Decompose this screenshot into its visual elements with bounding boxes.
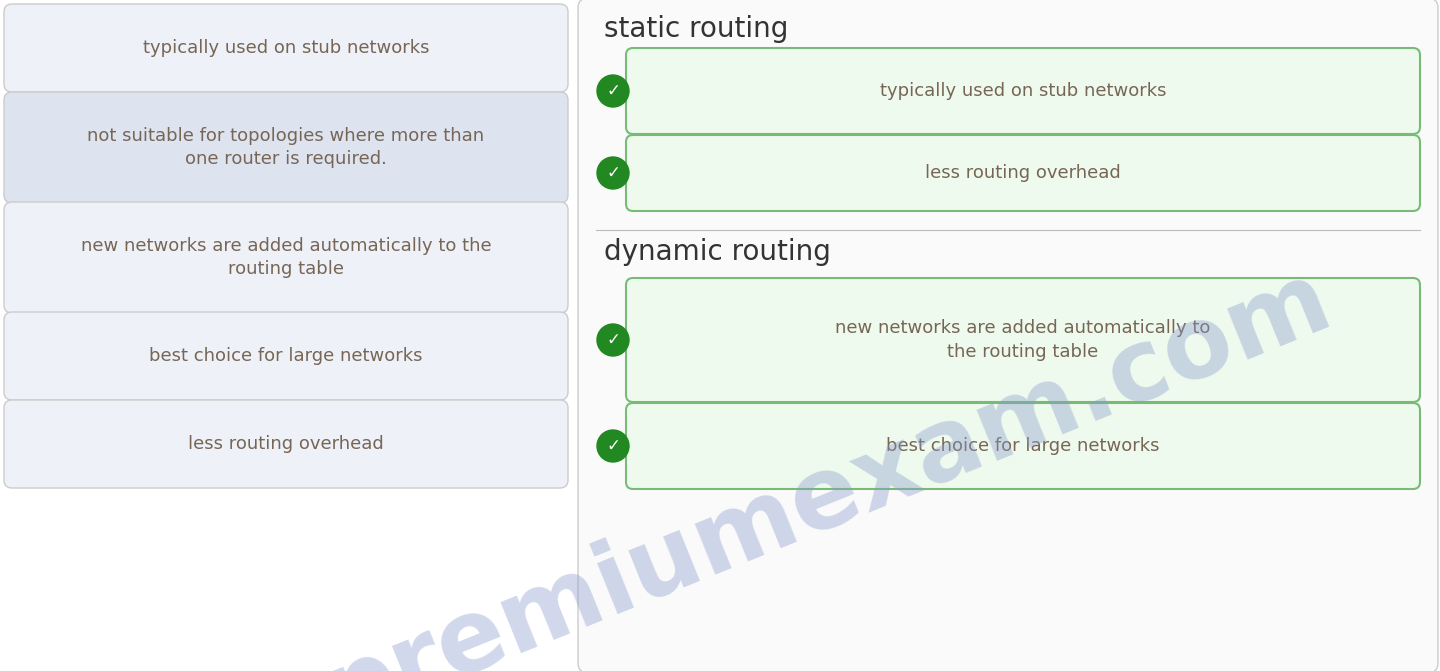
Circle shape — [598, 75, 629, 107]
Text: ✓: ✓ — [606, 164, 621, 182]
Text: new networks are added automatically to the
routing table: new networks are added automatically to … — [81, 237, 491, 278]
FancyBboxPatch shape — [4, 400, 567, 488]
Text: ✓: ✓ — [606, 437, 621, 455]
Circle shape — [598, 430, 629, 462]
FancyBboxPatch shape — [4, 92, 567, 203]
Text: not suitable for topologies where more than
one router is required.: not suitable for topologies where more t… — [88, 127, 485, 168]
FancyBboxPatch shape — [4, 4, 567, 92]
Circle shape — [598, 157, 629, 189]
FancyBboxPatch shape — [626, 403, 1420, 489]
FancyBboxPatch shape — [4, 202, 567, 313]
Text: new networks are added automatically to
the routing table: new networks are added automatically to … — [835, 319, 1211, 361]
FancyBboxPatch shape — [577, 0, 1439, 671]
Text: less routing overhead: less routing overhead — [924, 164, 1120, 182]
Text: static routing: static routing — [603, 15, 788, 43]
Text: dynamic routing: dynamic routing — [603, 238, 831, 266]
FancyBboxPatch shape — [626, 278, 1420, 402]
Text: best choice for large networks: best choice for large networks — [886, 437, 1159, 455]
FancyBboxPatch shape — [626, 48, 1420, 134]
Text: ✓: ✓ — [606, 82, 621, 100]
Circle shape — [598, 324, 629, 356]
FancyBboxPatch shape — [4, 312, 567, 400]
Text: less routing overhead: less routing overhead — [189, 435, 384, 453]
Text: premiumexam.com: premiumexam.com — [310, 250, 1345, 671]
Text: typically used on stub networks: typically used on stub networks — [880, 82, 1166, 100]
Text: best choice for large networks: best choice for large networks — [150, 347, 423, 365]
Text: ✓: ✓ — [606, 331, 621, 349]
FancyBboxPatch shape — [626, 135, 1420, 211]
Text: typically used on stub networks: typically used on stub networks — [143, 39, 429, 57]
